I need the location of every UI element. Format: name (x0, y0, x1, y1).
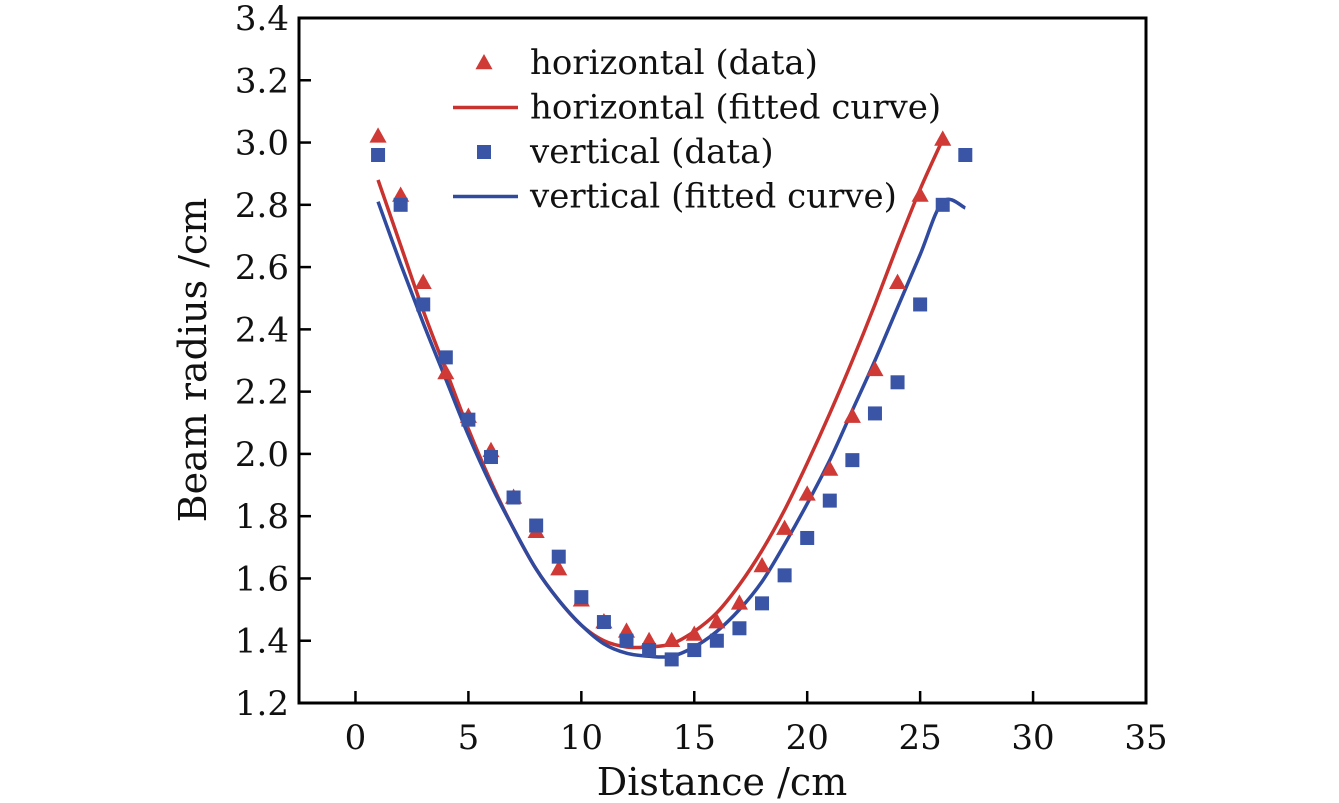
series-vertical-data (371, 148, 973, 667)
y-tick-label: 2.6 (235, 248, 289, 288)
x-tick-label: 15 (673, 718, 716, 758)
data-point-square (506, 490, 521, 505)
data-point-triangle (776, 519, 794, 535)
data-point-square (574, 590, 589, 605)
data-point-square (461, 412, 476, 427)
legend-label: vertical (data) (529, 132, 774, 172)
legend-item: vertical (data) (477, 132, 774, 172)
data-series (369, 127, 973, 667)
data-point-square (709, 633, 724, 648)
x-tick-label: 10 (560, 718, 603, 758)
data-point-square (732, 621, 747, 636)
y-tick-label: 2.4 (235, 310, 289, 350)
data-point-triangle (685, 625, 703, 641)
y-tick-label: 2.2 (235, 373, 289, 413)
data-point-square (755, 596, 770, 611)
y-tick-label: 2.8 (235, 186, 289, 226)
fitted-curve-line (376, 197, 967, 659)
legend: horizontal (data) horizontal (fitted curv… (453, 43, 941, 217)
data-point-square (890, 375, 905, 390)
data-point-square (687, 643, 702, 658)
data-point-triangle (550, 560, 568, 576)
data-point-square (416, 297, 431, 312)
data-point-square (483, 450, 498, 465)
data-point-square (438, 350, 453, 365)
legend-triangle-swatch (475, 54, 493, 70)
data-point-square (529, 518, 544, 533)
x-tick-label: 25 (899, 718, 942, 758)
legend-label: vertical (fitted curve) (529, 177, 897, 217)
fitted-curve-line (376, 138, 945, 650)
y-tick-label: 3.4 (235, 0, 289, 39)
legend-square-swatch (477, 145, 491, 159)
data-point-triangle (414, 273, 432, 289)
y-tick-label: 1.8 (235, 497, 289, 537)
data-point-triangle (821, 460, 839, 476)
x-tick-label: 30 (1011, 718, 1054, 758)
data-point-square (867, 406, 882, 421)
data-point-square (371, 148, 386, 162)
data-point-triangle (911, 186, 929, 202)
data-point-triangle (866, 360, 884, 377)
data-point-triangle (708, 613, 726, 629)
y-tick-label: 1.6 (235, 559, 289, 599)
data-point-triangle (843, 407, 861, 423)
x-tick-label: 35 (1124, 718, 1167, 758)
plot-frame (297, 16, 1148, 705)
data-point-square (642, 643, 657, 658)
y-tick-label: 3.2 (235, 61, 289, 101)
data-point-triangle (753, 557, 771, 573)
legend-item: horizontal (data) (475, 43, 818, 83)
y-tick-label: 1.4 (235, 622, 289, 662)
x-tick-label: 20 (786, 718, 829, 758)
data-point-triangle (888, 273, 907, 289)
data-point-square (800, 530, 815, 545)
legend-label: horizontal (fitted curve) (530, 88, 941, 128)
data-point-square (935, 197, 950, 212)
data-point-square (822, 493, 837, 508)
data-point-square (664, 652, 679, 667)
axis-ticks: 0 5 10 15 20 25 30 35 1.2 1.4 1.6 1.8 2.0 2.2 2.4 2.6 2.… (235, 0, 1168, 758)
legend-label: horizontal (data) (530, 43, 818, 83)
x-axis-label: Distance /cm (597, 760, 848, 803)
x-tick-label: 0 (345, 718, 367, 758)
y-axis-label: Beam radius /cm (171, 198, 215, 523)
data-point-triangle (369, 127, 387, 143)
data-point-triangle (730, 594, 748, 610)
data-point-triangle (934, 130, 952, 146)
y-tick-label: 2.0 (235, 435, 289, 475)
data-point-square (393, 197, 408, 212)
series-horizontal-fitted-curve (376, 138, 945, 650)
y-tick-label: 3.0 (235, 124, 289, 164)
series-vertical-fitted-curve (376, 197, 967, 659)
data-point-triangle (663, 631, 681, 648)
data-point-square (619, 633, 634, 648)
data-point-triangle (437, 363, 455, 380)
data-point-square (913, 297, 928, 312)
legend-item: vertical (fitted curve) (453, 177, 897, 217)
x-tick-label: 5 (458, 718, 480, 758)
data-point-square (958, 148, 973, 162)
legend-item: horizontal (fitted curve) (453, 88, 941, 128)
y-tick-label: 1.2 (235, 684, 289, 724)
data-point-square (777, 568, 792, 583)
data-point-square (596, 615, 611, 630)
data-point-square (845, 453, 860, 468)
data-point-square (551, 549, 566, 564)
plot-area (297, 16, 1148, 705)
data-point-triangle (798, 485, 816, 501)
